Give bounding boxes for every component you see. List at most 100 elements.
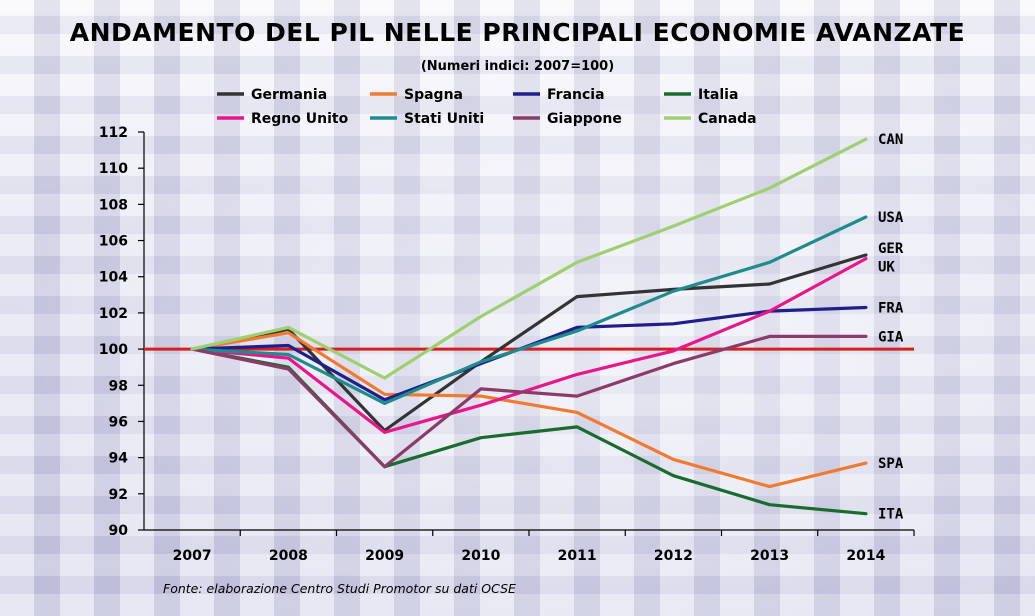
data-point [672, 290, 675, 293]
data-point [672, 349, 675, 353]
legend-item: Spagna [370, 87, 463, 103]
data-point [575, 394, 579, 398]
data-point [287, 356, 290, 360]
y-tick-label: 98 [109, 378, 128, 394]
chart-title: ANDAMENTO DEL PIL NELLE PRINCIPALI ECONO… [69, 18, 966, 47]
end-label-spa: SPA [878, 456, 904, 472]
legend-item: Germania [217, 87, 327, 103]
series-line-francia [190, 305, 868, 402]
data-point [479, 315, 483, 318]
data-point [864, 461, 868, 465]
legend-item: Italia [664, 87, 738, 103]
legend-item: Francia [513, 87, 605, 103]
data-point [575, 261, 579, 264]
y-tick-label: 100 [99, 342, 128, 358]
data-point [864, 138, 868, 141]
data-point [768, 309, 771, 313]
data-point [383, 393, 386, 396]
legend-label: Italia [698, 87, 738, 103]
data-point [287, 367, 290, 371]
data-point [479, 394, 483, 398]
x-tick-label: 2010 [461, 548, 500, 564]
y-tick-label: 94 [109, 451, 129, 467]
data-point [864, 306, 868, 309]
series-line-spagna [190, 331, 868, 489]
end-label-ger: GER [878, 241, 904, 257]
series-line-germania [190, 253, 868, 433]
y-tick-label: 102 [99, 306, 128, 322]
x-tick-label: 2011 [558, 548, 597, 564]
legend: Germania Spagna Francia Italia Regno Unito St… [217, 87, 757, 127]
data-point [479, 403, 483, 407]
data-point [575, 373, 579, 376]
data-point [768, 503, 771, 506]
x-tick-label: 2012 [654, 548, 693, 564]
end-label-gia: GIA [878, 329, 904, 345]
data-point [864, 512, 868, 515]
end-label-usa: USA [878, 210, 904, 226]
x-tick-label: 2008 [269, 548, 308, 564]
data-point [864, 215, 868, 219]
data-point [768, 261, 771, 264]
data-point [383, 398, 386, 401]
end-label-uk: UK [878, 260, 895, 276]
data-point [383, 376, 386, 380]
series-line-giappone [190, 334, 868, 469]
y-tick-label: 108 [99, 197, 128, 213]
x-tick-label: 2009 [365, 548, 404, 564]
data-point [383, 402, 386, 405]
data-point [672, 458, 675, 461]
data-point [287, 344, 290, 347]
y-tick-label: 104 [99, 270, 128, 286]
series-line-stati-uniti [190, 215, 868, 405]
data-point [864, 257, 868, 260]
legend-label: Canada [698, 111, 757, 127]
data-point [575, 295, 579, 298]
data-point [672, 362, 675, 365]
data-point [864, 253, 868, 257]
end-label-fra: FRA [878, 300, 904, 316]
y-tick-label: 92 [109, 487, 128, 503]
data-point [672, 474, 675, 477]
y-tick-label: 96 [109, 414, 128, 430]
chart-subtitle: (Numeri indici: 2007=100) [420, 59, 615, 74]
x-tick-label: 2014 [846, 548, 885, 564]
y-tick-label: 110 [99, 161, 128, 177]
source-note: Fonte: elaborazione Centro Studi Promoto… [163, 581, 516, 596]
x-tick-label: 2013 [750, 548, 789, 564]
legend-item: Giappone [513, 111, 622, 127]
legend-item: Stati Uniti [370, 111, 484, 127]
data-point [287, 331, 290, 335]
data-point [768, 335, 771, 338]
legend-item: Canada [664, 111, 757, 127]
plot-area: 90 92 94 96 98 100 102 104 106 108 110 112 2007 2008 2… [99, 125, 915, 564]
data-point [575, 425, 579, 429]
data-point [190, 347, 194, 351]
data-point [479, 436, 483, 439]
data-point [575, 329, 579, 333]
data-point [768, 485, 771, 488]
data-point [479, 360, 483, 363]
data-point [672, 224, 675, 228]
data-point [383, 431, 386, 434]
legend-label: Spagna [404, 87, 463, 103]
data-point [287, 326, 290, 329]
y-tick-label: 112 [99, 125, 128, 141]
data-point [768, 282, 771, 286]
series-line-regno-unito [190, 257, 868, 434]
end-label-can: CAN [878, 132, 903, 148]
data-point [864, 335, 868, 338]
data-point [672, 322, 675, 325]
legend-item: Regno Unito [217, 111, 349, 127]
y-tick-label: 90 [109, 523, 129, 539]
legend-label: Giappone [547, 111, 622, 127]
data-point [575, 411, 579, 414]
legend-label: Francia [547, 87, 605, 103]
legend-label: Regno Unito [251, 111, 349, 127]
series-line-canada [190, 137, 868, 380]
y-tick-label: 106 [99, 234, 128, 250]
legend-label: Germania [251, 87, 327, 103]
data-point [383, 465, 386, 468]
data-point [575, 326, 579, 329]
